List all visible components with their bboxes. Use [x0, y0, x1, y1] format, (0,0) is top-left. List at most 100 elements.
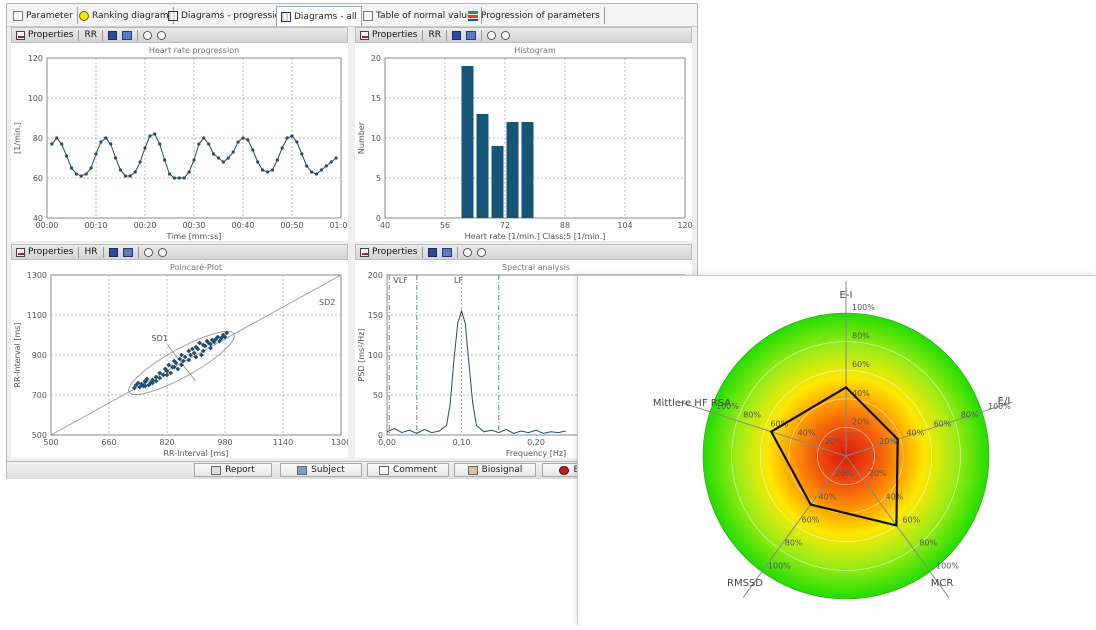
radar-tick-label: 20%: [869, 469, 887, 478]
radar-tick-label: 80%: [919, 539, 937, 548]
heart-rate-point: [89, 166, 93, 170]
save-icon[interactable]: [428, 247, 438, 257]
zoom-out-icon[interactable]: [501, 30, 510, 40]
x-tick-label: 00:50: [280, 221, 303, 230]
toolbar-separator: [481, 29, 482, 41]
rr-mode-button[interactable]: RR: [428, 30, 441, 40]
heart-rate-point: [158, 142, 162, 146]
diagram-icon: [281, 11, 291, 22]
heart-rate-point: [163, 158, 167, 162]
zoom-in-icon[interactable]: [143, 30, 152, 40]
button-label: Report: [225, 465, 255, 475]
radar-tick-label: 80%: [743, 411, 761, 420]
y-tick-label: 20: [371, 54, 381, 63]
button-label: Subject: [311, 465, 345, 475]
y-tick-label: 15: [371, 94, 381, 103]
zoom-in-icon[interactable]: [487, 30, 496, 40]
y-tick-label: 40: [33, 214, 43, 223]
copy-icon[interactable]: [122, 30, 132, 40]
heart-rate-point: [133, 170, 137, 174]
radar-spoke: [742, 455, 847, 598]
chart-title: Poincaré-Plot: [170, 262, 222, 272]
heart-rate-point: [334, 156, 338, 160]
histogram-panel: Properties RR Histogram 40 56 72 88 104 120 0 5 1…: [355, 27, 692, 241]
tab-ranking-diagram[interactable]: Ranking diagram: [75, 7, 174, 24]
chart-title: Histogram: [514, 46, 556, 55]
heart-rate-point: [192, 158, 196, 162]
heart-rate-point: [182, 176, 186, 180]
x-tick-label: 40: [380, 221, 390, 230]
heart-rate-point: [148, 134, 152, 138]
properties-button[interactable]: Properties: [16, 30, 73, 40]
heart-rate-point: [69, 166, 74, 170]
radar-spoke: [845, 455, 950, 598]
comment-button[interactable]: Comment: [367, 463, 449, 477]
tab-diagrams-progression[interactable]: Diagrams - progression: [164, 7, 291, 24]
radar-tick-label: 80%: [852, 332, 870, 341]
report-button[interactable]: Report: [194, 463, 272, 477]
copy-icon[interactable]: [466, 30, 476, 40]
toolbar-separator: [137, 246, 139, 258]
poincare-chart: Poincaré-Plot 500 660 820 980 1140 1300 500 700 9…: [11, 260, 348, 458]
heart-rate-point: [310, 170, 314, 174]
tab-table-of-normal-values[interactable]: Table of normal values: [359, 7, 483, 24]
psd-curve: [386, 309, 566, 434]
radar-tick-label: 100%: [936, 562, 959, 571]
radar-tick-label: 80%: [961, 411, 979, 420]
radar-tick-label: 60%: [852, 360, 870, 369]
tab-label: Parameter: [26, 10, 73, 21]
radar-tick-label: 60%: [770, 419, 788, 428]
heart-rate-point: [295, 140, 299, 144]
printer-icon: [211, 465, 222, 475]
radar-tick-label: 60%: [902, 515, 920, 524]
save-icon[interactable]: [108, 247, 118, 257]
properties-button[interactable]: Properties: [16, 247, 73, 257]
y-tick-label: 150: [368, 311, 383, 320]
tab-diagrams-all[interactable]: Diagrams - all: [276, 6, 362, 26]
tab-parameter[interactable]: Parameter: [9, 7, 78, 24]
biosignal-button[interactable]: Biosignal: [454, 463, 536, 477]
x-tick-label: 00:10: [84, 221, 107, 230]
copy-icon[interactable]: [122, 247, 133, 257]
radar-tick-label: 20%: [879, 437, 897, 446]
radar-tick-label: 100%: [716, 402, 739, 411]
heart-rate-point: [172, 176, 176, 180]
properties-button[interactable]: Properties: [360, 30, 417, 40]
heart-rate-point: [167, 172, 172, 176]
histogram-bar: [491, 146, 504, 218]
chart-title: Spectral analysis: [502, 263, 570, 272]
tab-progression-of-parameters[interactable]: Progression of parameters: [464, 7, 605, 24]
panel-toolbar: Properties RR: [355, 27, 692, 43]
x-axis-label: Heart rate [1/min.] Class:5 [1/min.]: [465, 232, 606, 241]
subject-button[interactable]: Subject: [280, 463, 362, 477]
x-tick-label: 00:00: [35, 221, 58, 230]
heart-rate-point: [153, 132, 157, 136]
heart-rate-point: [231, 150, 235, 154]
zoom-in-icon[interactable]: [463, 247, 473, 257]
copy-icon[interactable]: [442, 247, 453, 257]
zoom-in-icon[interactable]: [143, 247, 153, 257]
panel-toolbar: Properties RR: [11, 27, 348, 43]
heart-rate-point: [270, 168, 274, 172]
properties-button[interactable]: Properties: [360, 247, 417, 257]
rr-mode-button[interactable]: RR: [84, 30, 97, 40]
x-tick-label: 1140: [273, 438, 293, 447]
zoom-out-icon[interactable]: [157, 30, 166, 40]
heart-rate-point: [187, 170, 191, 174]
zoom-out-icon[interactable]: [477, 247, 487, 257]
button-label: Comment: [392, 465, 438, 475]
save-icon[interactable]: [452, 30, 461, 40]
save-icon[interactable]: [108, 30, 117, 40]
x-tick-label: 00:20: [133, 221, 156, 230]
toolbar-separator: [78, 29, 80, 41]
heart-rate-point: [246, 138, 250, 142]
properties-icon: [16, 30, 25, 40]
heart-rate-point: [60, 142, 64, 146]
zoom-out-icon[interactable]: [157, 247, 167, 257]
heart-rate-point: [305, 164, 309, 168]
panel-toolbar: Properties: [355, 244, 692, 260]
hr-mode-button[interactable]: HR: [84, 247, 98, 257]
radar-tick-label: 20%: [852, 417, 870, 426]
x-tick-label: 00:40: [231, 221, 254, 230]
x-tick-label: 104: [617, 221, 632, 230]
